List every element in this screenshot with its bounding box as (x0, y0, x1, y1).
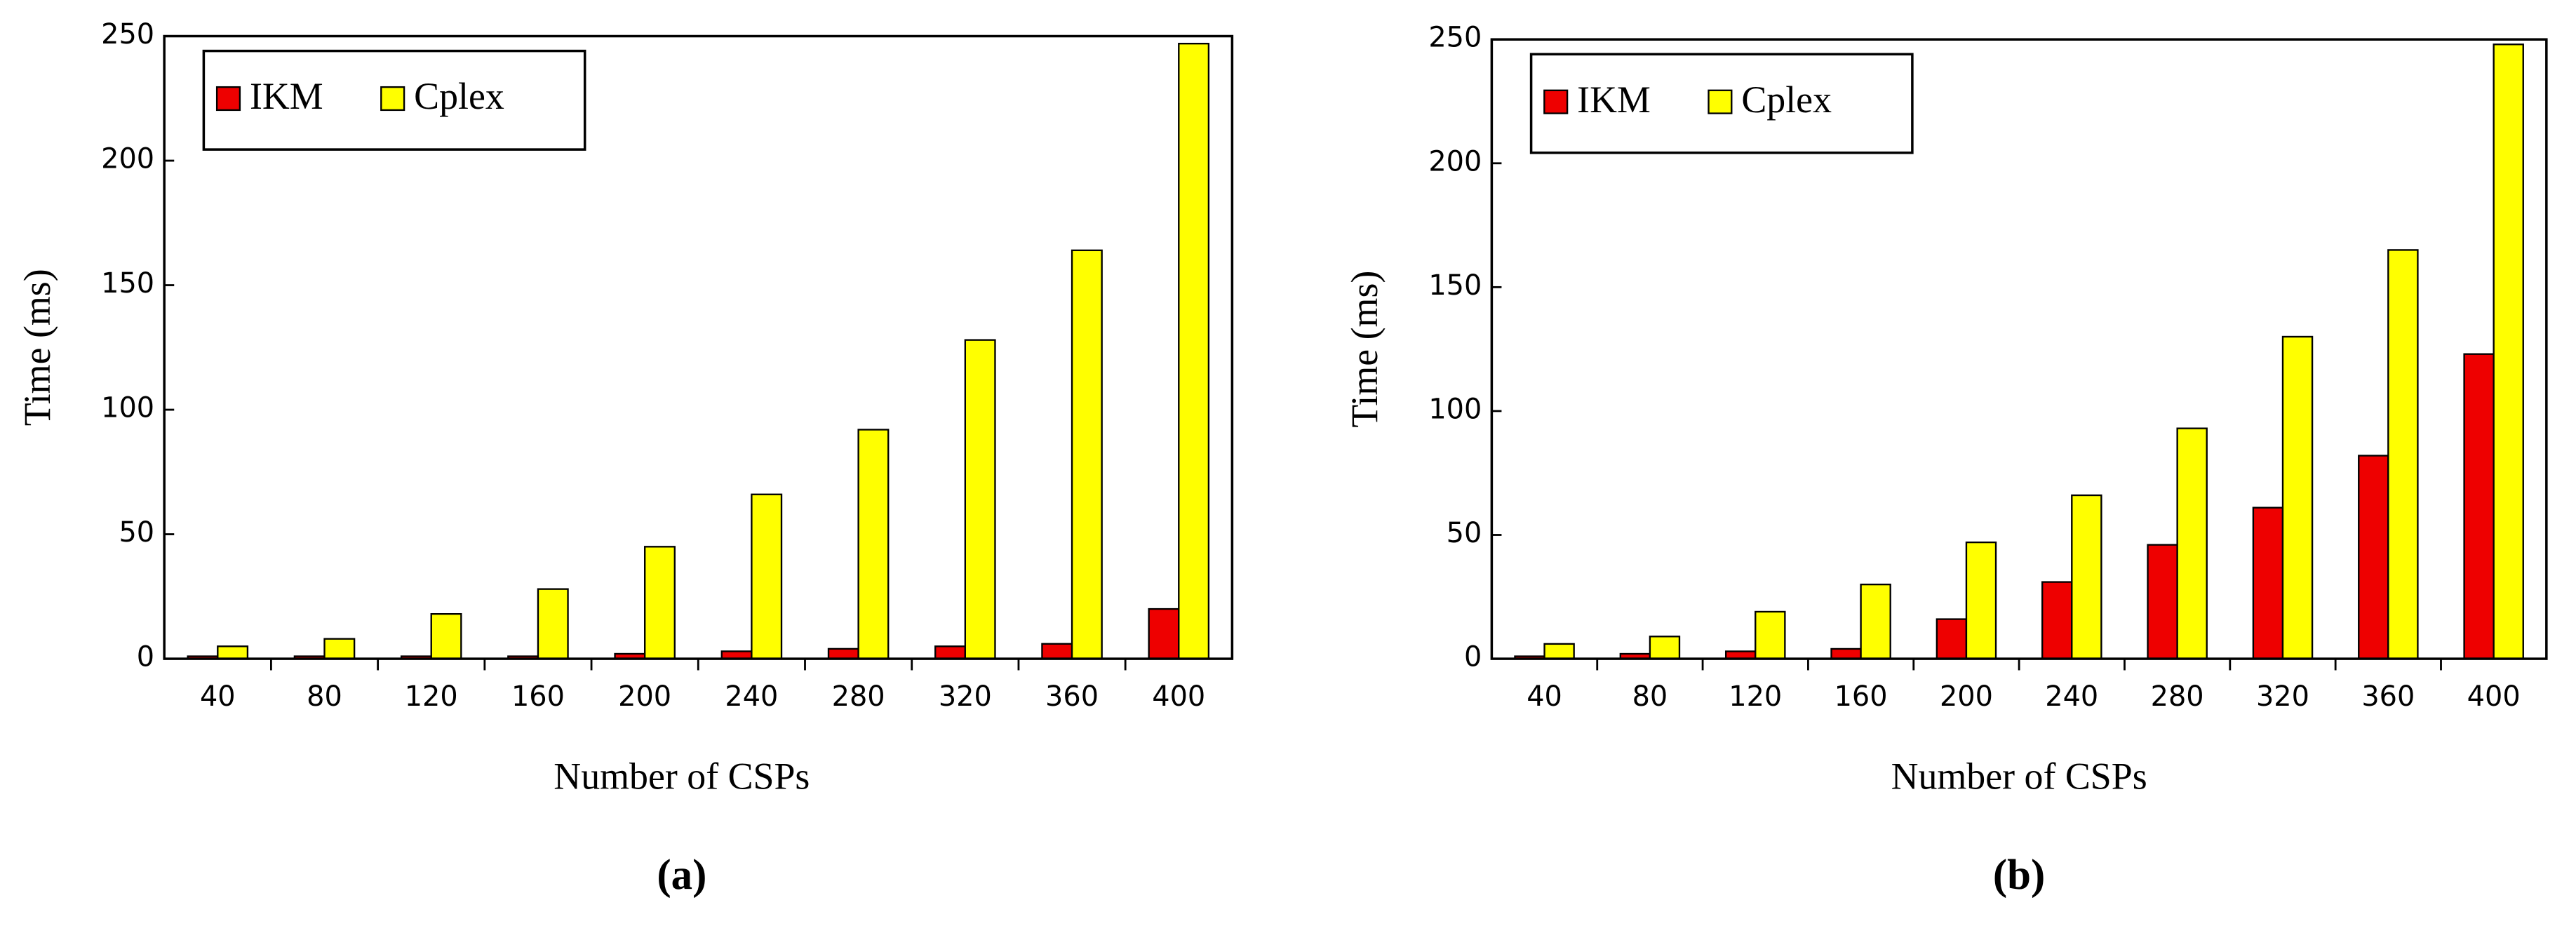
bar (751, 493, 783, 660)
x-tick-label: 360 (2361, 680, 2415, 713)
x-tick-label: 320 (939, 680, 992, 713)
legend-swatch (215, 86, 241, 112)
bar (2281, 335, 2314, 660)
bar (2147, 544, 2178, 660)
bar (2358, 455, 2389, 660)
x-tick-label: 240 (2045, 680, 2098, 713)
bar (1860, 583, 1891, 660)
x-tick-label: 360 (1045, 680, 1099, 713)
x-axis-title: Number of CSPs (1891, 756, 2147, 798)
x-tick-label: 280 (2151, 680, 2204, 713)
y-tick-label: 200 (1428, 145, 1482, 177)
x-tick-label: 120 (1729, 680, 1782, 713)
bar (1148, 608, 1180, 660)
legend-box (202, 49, 586, 151)
x-tick-label: 280 (832, 680, 885, 713)
x-tick-label: 320 (2256, 680, 2309, 713)
y-axis-title: Time (ms) (1343, 271, 1386, 428)
y-tick-label: 50 (119, 516, 154, 549)
bar (1041, 643, 1073, 660)
legend-label: IKM (1577, 79, 1651, 121)
bar (644, 546, 676, 660)
x-tick-label: 120 (405, 680, 458, 713)
bar (2387, 249, 2419, 660)
y-tick-label: 0 (1464, 641, 1482, 673)
x-tick-label: 400 (2467, 680, 2521, 713)
y-tick-label: 250 (1428, 22, 1482, 54)
bar (1830, 647, 1862, 660)
x-tick-label: 160 (511, 680, 565, 713)
bar (2463, 353, 2495, 660)
bar (2252, 506, 2284, 660)
x-tick-label: 80 (307, 680, 342, 713)
bar (1965, 541, 1997, 660)
x-tick-label: 400 (1152, 680, 1205, 713)
bar (934, 645, 966, 660)
bar (2041, 581, 2073, 660)
x-tick-label: 40 (200, 680, 236, 713)
bar (1071, 249, 1103, 660)
bar (1649, 636, 1681, 660)
x-axis-title: Number of CSPs (554, 756, 810, 798)
bar (1178, 43, 1210, 660)
y-tick-label: 0 (137, 641, 154, 673)
bar (217, 645, 249, 660)
x-tick-label: 240 (725, 680, 778, 713)
legend-label: Cplex (1741, 79, 1832, 121)
bar (827, 647, 859, 660)
y-tick-label: 200 (101, 143, 154, 175)
bar (1936, 618, 1968, 660)
y-tick-label: 250 (101, 18, 154, 51)
caption: (a) (657, 852, 706, 899)
x-tick-label: 80 (1632, 680, 1668, 713)
chart: 0 50 100 150 200 250 40 80 120 160 200 240 280 320 360… (16, 18, 1234, 899)
plot-frame (163, 34, 1234, 660)
caption: (b) (1993, 852, 2045, 899)
x-tick-label: 200 (1940, 680, 1993, 713)
bar (964, 339, 996, 660)
legend-label: Cplex (414, 75, 504, 117)
bar (430, 613, 462, 660)
y-tick-label: 150 (101, 267, 154, 300)
legend-swatch (380, 86, 405, 112)
bar (537, 588, 569, 660)
bar (2176, 427, 2208, 660)
x-tick-label: 200 (618, 680, 671, 713)
y-axis-title: Time (ms) (16, 269, 58, 426)
bar (1543, 643, 1575, 660)
y-tick-label: 150 (1428, 269, 1482, 302)
plot-frame (1490, 38, 2548, 660)
x-tick-label: 40 (1527, 680, 1562, 713)
legend-swatch (1708, 89, 1733, 114)
bar (2071, 494, 2102, 660)
legend-label: IKM (250, 75, 323, 117)
chart: 0 50 100 150 200 250 40 80 120 160 200 240 280 320 360… (1343, 22, 2548, 899)
bar (857, 429, 890, 660)
y-tick-label: 100 (101, 392, 154, 424)
x-tick-label: 160 (1834, 680, 1888, 713)
legend-swatch (1543, 89, 1569, 114)
bar (1755, 610, 1786, 660)
bar (323, 638, 356, 660)
bar (2493, 43, 2524, 660)
y-tick-label: 50 (1447, 517, 1482, 549)
y-tick-label: 100 (1428, 393, 1482, 425)
